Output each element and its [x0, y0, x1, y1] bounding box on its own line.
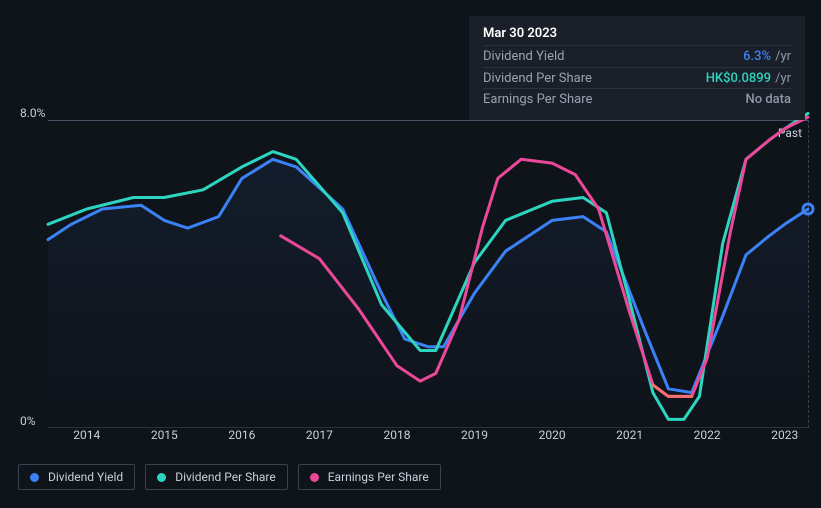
legend-swatch	[310, 473, 319, 482]
tooltip-rows: Dividend Yield 6.3%/yr Dividend Per Share H…	[483, 45, 791, 110]
tooltip-row: Dividend Per Share HK$0.0899/yr	[483, 67, 791, 89]
x-tick: 2014	[73, 428, 100, 442]
tooltip-date: Mar 30 2023	[483, 26, 791, 41]
tooltip-row-label: Dividend Yield	[483, 47, 564, 67]
x-axis: 2014 2015 2016 2017 2018 2019 2020 2021 2022 2023	[48, 428, 809, 448]
x-tick: 2021	[616, 428, 643, 442]
legend-swatch	[157, 473, 166, 482]
x-tick: 2023	[771, 428, 798, 442]
tooltip-row-label: Earnings Per Share	[483, 90, 592, 110]
chart-tooltip: Mar 30 2023 Dividend Yield6.3%/yrDividen…	[469, 16, 805, 120]
tooltip-row: Earnings Per Share No data	[483, 88, 791, 110]
legend-label: Earnings Per Share	[328, 470, 429, 484]
x-tick: 2016	[228, 428, 255, 442]
y-axis-max-label: 8.0%	[20, 106, 45, 120]
legend-label: Dividend Yield	[48, 470, 123, 484]
y-axis-min-label: 0%	[20, 414, 36, 428]
tooltip-row-value: HK$0.0899/yr	[706, 69, 791, 89]
tooltip-row: Dividend Yield 6.3%/yr	[483, 45, 791, 67]
tooltip-row-label: Dividend Per Share	[483, 69, 592, 89]
legend-item[interactable]: Earnings Per Share	[298, 464, 441, 490]
tooltip-row-value: No data	[746, 90, 792, 110]
legend-label: Dividend Per Share	[175, 470, 276, 484]
x-tick: 2022	[694, 428, 721, 442]
plot-area[interactable]: Past	[48, 120, 809, 428]
tooltip-row-value: 6.3%/yr	[743, 47, 791, 67]
legend-swatch	[30, 473, 39, 482]
legend: Dividend Yield Dividend Per Share Earnings…	[18, 464, 441, 490]
legend-item[interactable]: Dividend Yield	[18, 464, 135, 490]
legend-item[interactable]: Dividend Per Share	[145, 464, 288, 490]
chart-container: Mar 30 2023 Dividend Yield6.3%/yrDividen…	[0, 0, 821, 508]
x-tick: 2017	[306, 428, 333, 442]
x-tick: 2015	[151, 428, 178, 442]
x-tick: 2020	[539, 428, 566, 442]
x-tick: 2019	[461, 428, 488, 442]
plot-svg	[48, 121, 808, 427]
x-tick: 2018	[383, 428, 410, 442]
